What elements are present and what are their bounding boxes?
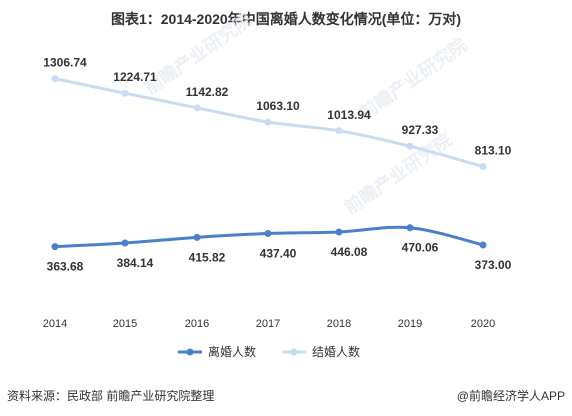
x-tick-label-0: 2014 (43, 318, 67, 330)
watermark-text: 前瞻产业研究院 (355, 34, 470, 123)
data-label-1-4: 1013.94 (327, 108, 371, 122)
x-axis: 2014 2015 2016 2017 2018 2019 2020 (43, 318, 495, 330)
data-point-1-3 (264, 118, 272, 126)
data-point-0-6 (479, 241, 487, 249)
data-label-1-2: 1142.82 (186, 85, 229, 99)
legend: 离婚人数 结婚人数 (178, 344, 360, 359)
data-point-0-4 (335, 228, 343, 236)
source-note: 资料来源：民政部 前瞻产业研究院整理 (7, 389, 215, 403)
data-label-1-1: 1224.71 (113, 70, 157, 84)
data-label-1-5: 927.33 (402, 123, 439, 137)
data-point-0-2 (193, 233, 201, 241)
data-label-0-5: 470.06 (402, 241, 439, 255)
data-label-0-3: 437.40 (260, 247, 297, 261)
data-point-0-1 (121, 239, 129, 247)
legend-swatch-marker-0 (186, 348, 194, 356)
data-point-0-5 (406, 224, 414, 232)
data-label-0-1: 384.14 (117, 256, 154, 270)
data-label-1-6: 813.10 (475, 144, 512, 158)
data-point-1-0 (51, 75, 59, 83)
data-point-0-0 (51, 243, 59, 251)
data-label-0-0: 363.68 (47, 260, 84, 274)
data-point-1-4 (335, 127, 343, 135)
data-labels: 363.68 384.14 415.82 437.40 446.08 470.06 373.… (43, 56, 511, 274)
legend-label-1: 结婚人数 (312, 344, 360, 359)
data-point-1-2 (193, 104, 201, 112)
data-point-1-6 (479, 163, 487, 171)
legend-swatch-marker-1 (290, 348, 298, 356)
x-tick-label-4: 2018 (327, 318, 351, 330)
data-label-0-6: 373.00 (475, 258, 512, 272)
x-tick-label-5: 2019 (398, 318, 422, 330)
data-label-1-3: 1063.10 (256, 99, 300, 113)
series-points (51, 75, 487, 251)
x-tick-label-2: 2016 (185, 318, 209, 330)
data-label-1-0: 1306.74 (43, 56, 87, 70)
data-label-0-4: 446.08 (331, 245, 368, 259)
data-point-1-5 (406, 142, 414, 150)
chart-title: 图表1：2014-2020年中国离婚人数变化情况(单位：万对) (110, 11, 462, 27)
legend-label-0: 离婚人数 (208, 344, 256, 359)
x-tick-label-6: 2020 (471, 318, 495, 330)
data-point-0-3 (264, 230, 272, 238)
data-point-1-1 (121, 89, 129, 97)
x-tick-label-3: 2017 (256, 318, 280, 330)
data-label-0-2: 415.82 (189, 250, 226, 264)
x-tick-label-1: 2015 (113, 318, 137, 330)
brand-credit: @前瞻经济学人APP (456, 389, 565, 403)
